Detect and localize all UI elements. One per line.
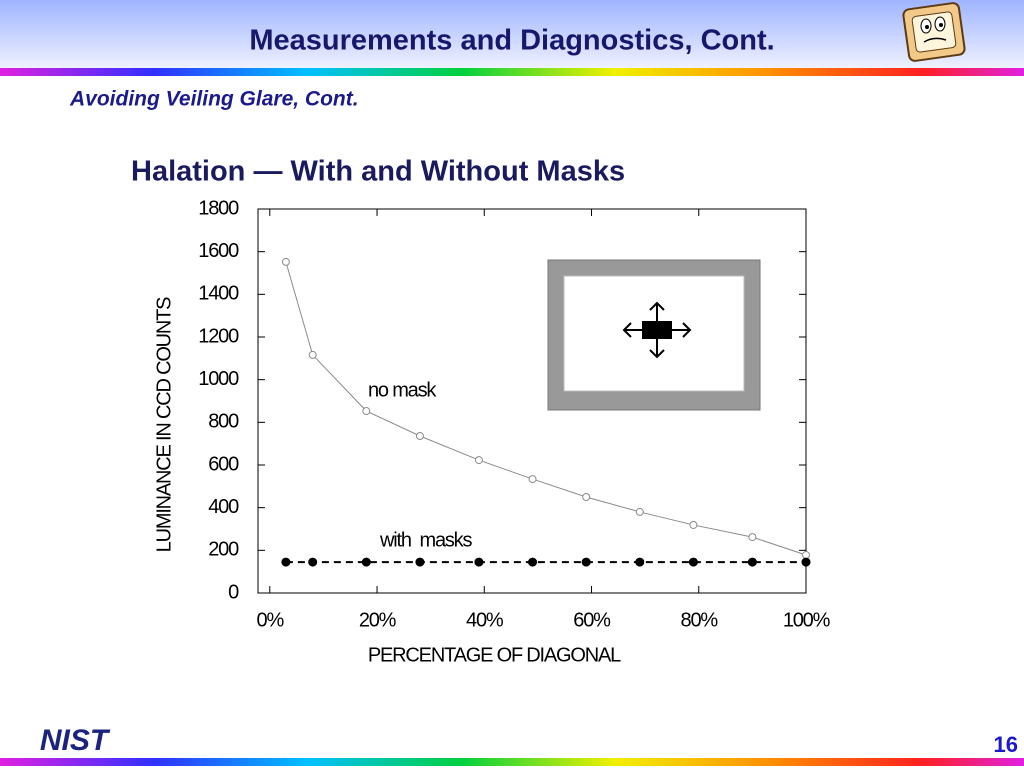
data-point <box>581 557 591 567</box>
data-point <box>361 557 371 567</box>
y-tick-label: 1200 <box>198 325 239 347</box>
data-point <box>281 557 291 567</box>
inset-diagram <box>547 259 761 411</box>
x-tick-label: 0% <box>257 609 285 631</box>
chart-title: Halation — With and Without Masks <box>131 156 625 188</box>
data-point <box>528 475 537 484</box>
data-point <box>415 557 425 567</box>
page-number: 16 <box>994 732 1018 757</box>
y-tick-label: 1600 <box>198 240 239 262</box>
y-tick-label: 600 <box>208 453 239 475</box>
data-point <box>362 407 371 416</box>
y-tick-label: 200 <box>208 539 239 561</box>
data-point <box>688 557 698 567</box>
x-axis-label: PERCENTAGE OF DIAGONAL <box>368 644 621 666</box>
data-point <box>748 533 757 542</box>
y-tick-label: 1400 <box>198 283 239 305</box>
plot-frame <box>257 208 807 594</box>
data-point <box>308 557 318 567</box>
y-axis-label: LUMINANCE IN CCD COUNTS <box>153 297 175 552</box>
header-band <box>0 0 1024 68</box>
x-tick-label: 20% <box>359 609 397 631</box>
data-point <box>582 493 591 501</box>
logo: NIST <box>40 724 111 757</box>
data-point <box>635 557 645 567</box>
x-tick-label: 60% <box>573 609 611 631</box>
data-point <box>474 557 484 567</box>
data-point <box>415 431 424 440</box>
y-tick-label: 1800 <box>198 197 239 219</box>
cartoon-icon <box>902 2 966 62</box>
data-point <box>635 507 644 516</box>
data-point <box>689 520 698 529</box>
data-point <box>801 557 811 567</box>
y-tick-label: 800 <box>208 411 239 433</box>
y-tick-label: 1000 <box>198 368 239 390</box>
rainbow-rule <box>0 758 1024 766</box>
series-label: with masks <box>379 529 472 551</box>
slide-subtitle: Avoiding Veiling Glare, Cont. <box>69 88 359 111</box>
x-tick-label: 80% <box>681 609 719 631</box>
y-tick-label: 400 <box>208 496 239 518</box>
data-point <box>802 551 810 560</box>
x-tick-label: 40% <box>466 609 504 631</box>
series-label: no mask <box>368 379 437 401</box>
data-point <box>281 257 290 266</box>
rainbow-rule <box>0 68 1024 76</box>
data-point <box>747 557 757 567</box>
data-point <box>528 557 538 567</box>
data-point <box>308 350 317 359</box>
slide-title: Measurements and Diagnostics, Cont. <box>249 25 774 57</box>
x-tick-label: 100% <box>783 609 831 631</box>
y-tick-label: 0 <box>228 581 239 603</box>
data-point <box>474 456 483 465</box>
